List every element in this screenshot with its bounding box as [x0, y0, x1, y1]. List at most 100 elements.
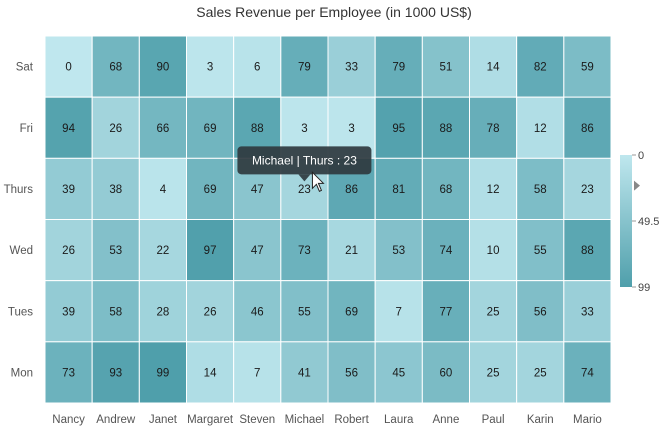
heatmap-cell[interactable]: 58 — [91, 280, 140, 343]
cell-rect — [91, 96, 140, 159]
heatmap-cell[interactable]: 46 — [233, 280, 282, 343]
heatmap-cell[interactable]: 66 — [138, 96, 187, 159]
heatmap-cell[interactable]: 25 — [516, 341, 565, 404]
cell-rect — [374, 35, 423, 98]
heatmap-cell[interactable]: 39 — [44, 280, 93, 343]
cell-rect — [516, 219, 565, 282]
heatmap-cell[interactable]: 4 — [138, 157, 187, 220]
heatmap-cell[interactable]: 77 — [421, 280, 471, 343]
tooltip-text: Michael | Thurs : 23 — [252, 153, 357, 167]
cell-rect — [421, 96, 471, 159]
heatmap-cell[interactable]: 81 — [374, 157, 423, 220]
heatmap-cell[interactable]: 78 — [469, 96, 518, 159]
cell-rect — [469, 219, 518, 282]
heatmap-cell[interactable]: 73 — [280, 219, 329, 282]
heatmap-cell[interactable]: 82 — [516, 35, 565, 98]
heatmap-cell[interactable]: 0 — [44, 35, 93, 98]
heatmap-cell[interactable]: 6 — [233, 35, 282, 98]
cell-rect — [327, 280, 376, 343]
heatmap-cell[interactable]: 95 — [374, 96, 423, 159]
heatmap-cell[interactable]: 58 — [516, 157, 565, 220]
cell-value-label: 69 — [345, 306, 358, 318]
heatmap-cell[interactable]: 79 — [280, 35, 329, 98]
heatmap-cell[interactable]: 12 — [469, 157, 518, 220]
heatmap-cell[interactable]: 74 — [421, 219, 471, 282]
heatmap-cell[interactable]: 26 — [91, 96, 140, 159]
cell-value-label: 58 — [534, 184, 547, 196]
heatmap-cell[interactable]: 69 — [186, 157, 235, 220]
heatmap-cell[interactable]: 94 — [44, 96, 93, 159]
cell-rect — [44, 35, 93, 98]
heatmap-cell[interactable]: 26 — [44, 219, 93, 282]
heatmap-cell[interactable]: 86 — [563, 96, 612, 159]
heatmap-cell[interactable]: 69 — [327, 280, 376, 343]
cell-rect — [233, 280, 282, 343]
heatmap-cell[interactable]: 28 — [138, 280, 187, 343]
color-legend: 0 49.5 99 — [620, 150, 659, 294]
heatmap-cell[interactable]: 7 — [233, 341, 282, 404]
heatmap-cell[interactable]: 12 — [516, 96, 565, 159]
heatmap-cell[interactable]: 68 — [91, 35, 140, 98]
heatmap-cell[interactable]: 41 — [280, 341, 329, 404]
heatmap-cell[interactable]: 90 — [138, 35, 187, 98]
heatmap-cell[interactable]: 74 — [563, 341, 612, 404]
cell-value-label: 77 — [440, 306, 453, 318]
heatmap-cell[interactable]: 55 — [516, 219, 565, 282]
heatmap-cell[interactable]: 56 — [516, 280, 565, 343]
heatmap-cell[interactable]: 14 — [186, 341, 235, 404]
cell-value-label: 28 — [157, 306, 170, 318]
cell-value-label: 55 — [534, 245, 547, 257]
heatmap-cell[interactable]: 14 — [469, 35, 518, 98]
heatmap-cell[interactable]: 73 — [44, 341, 93, 404]
heatmap-cell[interactable]: 97 — [186, 219, 235, 282]
heatmap-cell[interactable]: 33 — [327, 35, 376, 98]
heatmap-cell[interactable]: 25 — [469, 341, 518, 404]
cell-value-label: 3 — [348, 123, 354, 135]
heatmap-cell[interactable]: 53 — [91, 219, 140, 282]
heatmap-cell[interactable]: 88 — [421, 96, 471, 159]
cell-rect — [138, 35, 187, 98]
legend-pointer-icon — [634, 180, 640, 191]
heatmap-cell[interactable]: 26 — [186, 280, 235, 343]
cell-value-label: 39 — [62, 184, 75, 196]
x-axis-tick-label: Laura — [384, 414, 414, 426]
cell-value-label: 94 — [62, 123, 75, 135]
heatmap-cell[interactable]: 45 — [374, 341, 423, 404]
heatmap-cell[interactable]: 10 — [469, 219, 518, 282]
heatmap-cell[interactable]: 47 — [233, 219, 282, 282]
heatmap-cell[interactable]: 55 — [280, 280, 329, 343]
heatmap-cell[interactable]: 68 — [421, 157, 471, 220]
cell-value-label: 93 — [109, 367, 122, 379]
x-axis-tick-label: Nancy — [52, 414, 85, 426]
heatmap-cell[interactable]: 99 — [138, 341, 187, 404]
heatmap-cell[interactable]: 53 — [374, 219, 423, 282]
cell-value-label: 69 — [204, 123, 217, 135]
cell-value-label: 79 — [392, 62, 405, 74]
cell-rect — [280, 35, 329, 98]
heatmap-cell[interactable]: 39 — [44, 157, 93, 220]
y-axis-tick-label: Fri — [20, 123, 33, 135]
cell-rect — [91, 219, 140, 282]
heatmap-cell[interactable]: 22 — [138, 219, 187, 282]
heatmap-cell[interactable]: 60 — [421, 341, 471, 404]
heatmap-cell[interactable]: 3 — [186, 35, 235, 98]
heatmap-cell[interactable]: 21 — [327, 219, 376, 282]
x-axis-tick-label: Anne — [432, 414, 459, 426]
heatmap-cell[interactable]: 23 — [563, 157, 612, 220]
heatmap-cell[interactable]: 79 — [374, 35, 423, 98]
cell-value-label: 46 — [251, 306, 264, 318]
heatmap-cell[interactable]: 7 — [374, 280, 423, 343]
heatmap-cell[interactable]: 56 — [327, 341, 376, 404]
cell-value-label: 86 — [345, 184, 358, 196]
heatmap-cell[interactable]: 88 — [563, 219, 612, 282]
heatmap-cell[interactable]: 38 — [91, 157, 140, 220]
heatmap-cell[interactable]: 33 — [563, 280, 612, 343]
heatmap-cell[interactable]: 59 — [563, 35, 612, 98]
heatmap-cell[interactable]: 25 — [469, 280, 518, 343]
cell-value-label: 22 — [157, 245, 170, 257]
heatmap-cell[interactable]: 69 — [186, 96, 235, 159]
heatmap-cell[interactable]: 93 — [91, 341, 140, 404]
heatmap-cell[interactable]: 51 — [421, 35, 471, 98]
x-axis-tick-label: Michael — [285, 414, 325, 426]
